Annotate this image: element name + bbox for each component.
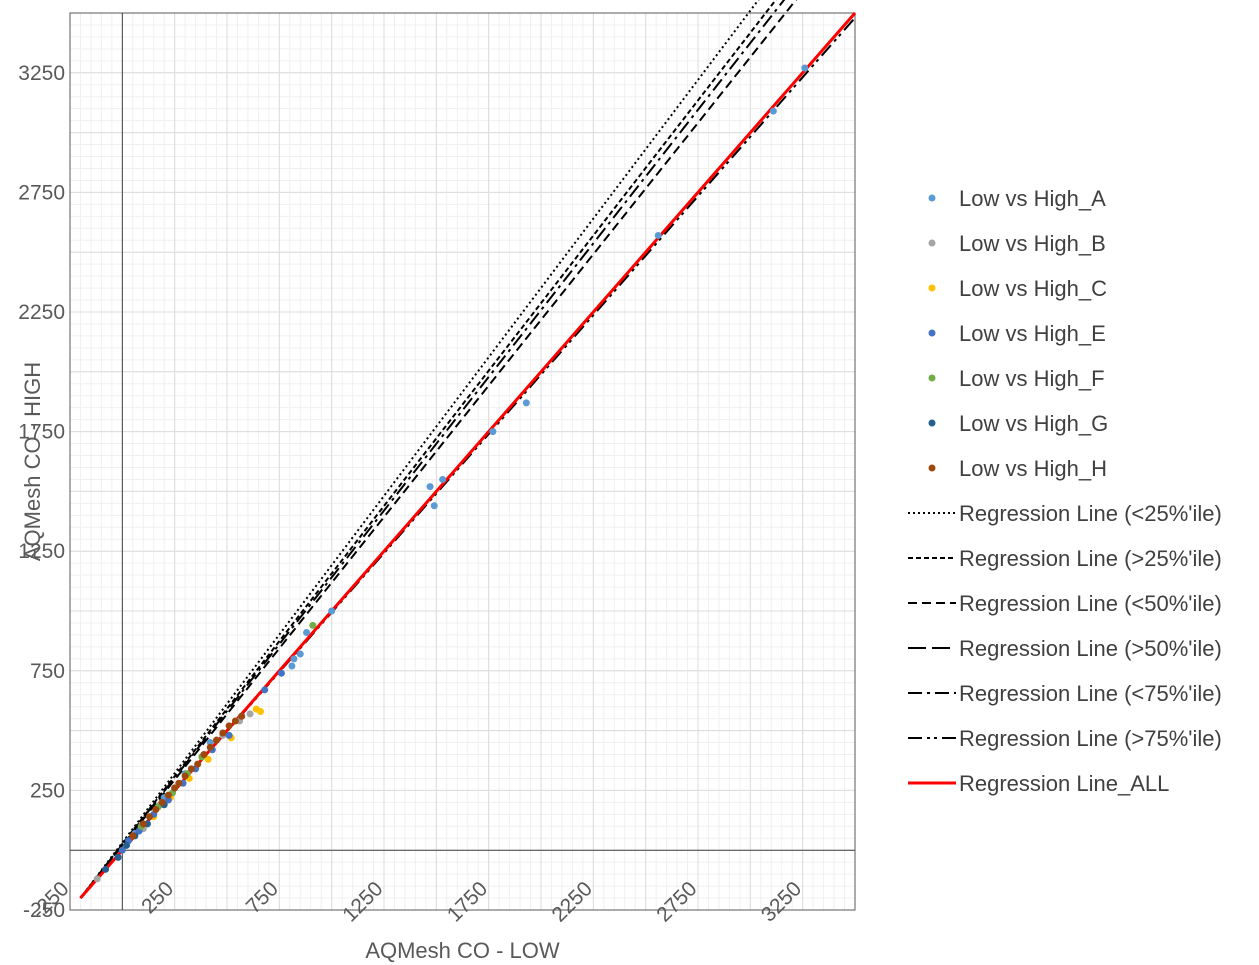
y-tick-label: 1750 <box>18 421 65 444</box>
regression-line <box>79 0 798 899</box>
data-point <box>187 765 195 773</box>
x-tick-label: 2750 <box>652 877 701 926</box>
y-axis-title: AQMesh CO - HIGH <box>20 362 45 561</box>
data-point <box>219 729 227 737</box>
data-point <box>118 846 126 854</box>
data-point <box>769 107 777 115</box>
data-point <box>489 428 497 436</box>
legend-label: Regression Line (<25%'ile) <box>959 501 1222 526</box>
data-point <box>309 621 317 629</box>
data-point <box>129 832 137 840</box>
data-point <box>277 669 285 677</box>
y-tick-label: 250 <box>30 779 65 802</box>
legend-marker <box>928 194 936 202</box>
data-point <box>194 760 202 768</box>
legend-marker <box>928 329 936 337</box>
y-tick-label: 2750 <box>18 181 65 204</box>
data-point <box>303 629 311 637</box>
data-point <box>225 731 233 739</box>
legend-label: Regression Line (>25%'ile) <box>959 546 1222 571</box>
data-point <box>801 64 809 72</box>
regression-line <box>79 0 777 899</box>
legend-label: Low vs High_C <box>959 276 1107 301</box>
data-point <box>139 820 147 828</box>
data-point <box>246 710 254 718</box>
legend-label: Low vs High_G <box>959 411 1108 436</box>
data-point <box>114 853 122 861</box>
data-point <box>261 686 269 694</box>
data-point <box>146 813 154 821</box>
legend-label: Regression Line (<50%'ile) <box>959 591 1222 616</box>
data-point <box>123 841 131 849</box>
data-point <box>439 475 447 483</box>
data-points <box>93 64 809 883</box>
data-point <box>102 865 110 873</box>
legend-marker <box>928 284 936 292</box>
data-point <box>175 779 183 787</box>
data-point <box>158 798 166 806</box>
plot-border <box>69 12 856 911</box>
axes <box>69 12 856 911</box>
data-point <box>654 231 662 239</box>
data-point <box>430 502 438 510</box>
y-tick-label: 750 <box>30 660 65 683</box>
data-point <box>522 399 530 407</box>
x-tick-label: 1250 <box>338 877 387 926</box>
x-tick-label: 1750 <box>443 877 492 926</box>
regression-line <box>79 17 856 899</box>
data-point <box>206 739 214 747</box>
data-point <box>164 791 172 799</box>
data-point <box>93 875 101 883</box>
data-point <box>171 784 179 792</box>
legend-label: Low vs High_H <box>959 456 1107 481</box>
y-tick-label: 2250 <box>18 301 65 324</box>
data-point <box>206 743 214 751</box>
x-tick-labels: -250 250 750 1250 1750 2250 2750 3250 <box>28 877 807 926</box>
legend-label: Regression Line (<75%'ile) <box>959 681 1222 706</box>
data-point <box>288 662 296 670</box>
y-tick-label: -250 <box>23 899 65 922</box>
data-point <box>200 751 208 759</box>
data-point <box>225 722 233 730</box>
data-point <box>426 483 434 491</box>
data-point <box>296 650 304 658</box>
legend-marker <box>928 239 936 247</box>
legend-marker <box>928 374 936 382</box>
legend-label: Regression Line_ALL <box>959 771 1169 796</box>
data-point <box>213 736 221 744</box>
regression-line <box>79 0 786 899</box>
y-tick-label: 3250 <box>18 62 65 85</box>
x-tick-label: 3250 <box>757 877 806 926</box>
data-point <box>256 707 264 715</box>
data-point <box>238 712 246 720</box>
data-point <box>290 655 298 663</box>
legend-marker <box>928 464 936 472</box>
data-point <box>152 806 160 814</box>
legend-label: Regression Line (>50%'ile) <box>959 636 1222 661</box>
data-point <box>164 796 172 804</box>
x-axis-title: AQMesh CO - LOW <box>365 938 560 963</box>
legend-label: Low vs High_A <box>959 186 1106 211</box>
legend-label: Low vs High_F <box>959 366 1105 391</box>
legend-marker <box>928 419 936 427</box>
y-tick-label: 1250 <box>18 540 65 563</box>
legend: Low vs High_A Low vs High_B Low vs High_C L… <box>908 186 1222 796</box>
y-tick-labels: -250 250 750 1250 1750 2250 2750 3250 <box>18 62 65 922</box>
legend-label: Low vs High_E <box>959 321 1106 346</box>
x-tick-label: 2250 <box>548 877 597 926</box>
data-point <box>231 717 239 725</box>
data-point <box>204 755 212 763</box>
legend-label: Regression Line (>75%'ile) <box>959 726 1222 751</box>
legend-label: Low vs High_B <box>959 231 1106 256</box>
data-point <box>328 607 336 615</box>
data-point <box>181 772 189 780</box>
